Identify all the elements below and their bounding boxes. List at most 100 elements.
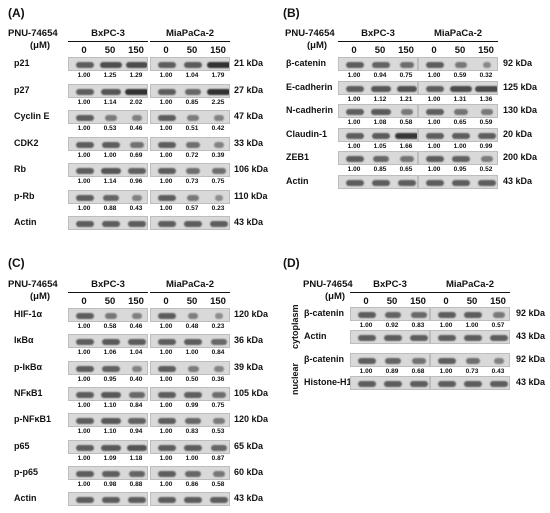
blot-band	[426, 85, 444, 92]
blot-strip	[150, 136, 230, 151]
quant-value: 1.00	[77, 454, 91, 462]
blot-band	[158, 141, 176, 148]
quant-value: 1.00	[159, 204, 173, 212]
blot-strip	[68, 360, 148, 375]
blot-band	[100, 62, 122, 68]
kda-label: 36 kDa	[234, 335, 264, 346]
blot-strip	[68, 413, 148, 428]
dose-label: 0	[443, 296, 449, 307]
compound-name: PNU-74654	[8, 279, 58, 290]
blot-band	[158, 62, 176, 68]
blot-strip	[150, 216, 230, 230]
blot-band	[128, 497, 146, 504]
blot-band	[426, 109, 444, 115]
blot-band	[212, 470, 226, 477]
quant-value: 1.14	[103, 178, 117, 185]
blot-strip	[150, 163, 230, 177]
quant-value: 0.48	[185, 323, 199, 330]
quant-value: 2.25	[211, 98, 225, 106]
quant-value: 0.85	[185, 98, 199, 106]
blot-band	[454, 109, 468, 115]
blot-strip	[150, 308, 230, 322]
dose-label: 150	[398, 45, 414, 56]
quant-value: 0.98	[103, 480, 117, 488]
blot-band	[102, 221, 120, 227]
cell-line-underline	[418, 41, 498, 42]
quant-value: 1.10	[103, 428, 117, 436]
quant-value: 0.88	[129, 480, 143, 488]
cell-line-underline	[150, 292, 230, 293]
cell-line-label: MiaPaCa-2	[165, 28, 215, 39]
dose-label: 0	[351, 45, 357, 56]
blot-band	[475, 85, 497, 92]
blot-strip	[430, 353, 510, 367]
blot-strip	[430, 376, 510, 390]
protein-name: ZEB1	[286, 152, 310, 162]
quant-value: 1.00	[159, 401, 173, 409]
blot-strip	[68, 308, 148, 322]
kda-label: 39 kDa	[234, 361, 264, 372]
quant-value: 0.69	[129, 151, 143, 159]
kda-label: 27 kDa	[234, 84, 264, 95]
blot-strip	[350, 353, 430, 367]
blot-strip	[350, 307, 430, 321]
blot-band	[210, 444, 228, 451]
blot-band	[398, 179, 416, 186]
dose-label: 150	[410, 296, 426, 307]
blot-band	[105, 115, 117, 121]
blot-strip	[418, 151, 498, 165]
quant-value: 0.36	[211, 375, 225, 383]
kda-label: 92 kDa	[516, 308, 546, 318]
blot-band	[452, 156, 470, 162]
blot-strip	[68, 136, 148, 151]
blot-strip	[350, 330, 430, 344]
blot-band	[184, 339, 202, 346]
kda-label: 47 kDa	[234, 111, 264, 121]
quant-value: 1.00	[159, 178, 173, 185]
blot-band	[185, 168, 201, 174]
quant-value: 1.00	[103, 151, 117, 159]
quant-value: 0.89	[385, 368, 399, 375]
blot-band	[482, 62, 492, 68]
blot-band	[101, 339, 121, 346]
blot-band	[478, 132, 496, 139]
quant-value: 1.12	[373, 95, 387, 103]
blot-band	[101, 168, 121, 174]
quant-value: 1.00	[77, 375, 91, 383]
quant-value: 1.00	[77, 349, 91, 357]
blot-strip	[68, 439, 148, 454]
quant-value: 0.46	[129, 125, 143, 132]
dose-unit: (μM)	[325, 291, 346, 302]
quant-value: 1.25	[103, 72, 117, 79]
blot-band	[76, 418, 94, 425]
quant-value: 0.23	[211, 323, 225, 330]
dose-label: 50	[466, 296, 478, 307]
blot-band	[346, 179, 364, 186]
blot-strip	[418, 57, 498, 71]
quant-value: 0.39	[211, 151, 225, 159]
blot-band	[358, 335, 376, 341]
dose-label: 0	[81, 296, 87, 307]
dose-label: 0	[363, 296, 369, 307]
blot-strip	[150, 83, 230, 98]
blot-band	[76, 313, 94, 319]
quant-value: 0.65	[399, 166, 413, 173]
quant-value: 0.40	[129, 375, 143, 383]
blot-band	[384, 358, 402, 364]
blot-strip	[68, 492, 148, 507]
quant-value: 0.42	[211, 125, 225, 132]
quant-value: 1.79	[211, 72, 225, 79]
quant-value: 0.84	[211, 349, 225, 357]
quant-value: 0.83	[411, 322, 425, 329]
blot-band	[102, 194, 120, 201]
cell-line-underline	[430, 292, 510, 293]
cell-line-underline	[150, 41, 230, 42]
blot-band	[214, 141, 224, 148]
blot-band	[207, 62, 229, 68]
quant-value: 1.00	[77, 125, 91, 132]
quant-value: 0.73	[185, 178, 199, 185]
quant-value: 0.58	[399, 119, 413, 126]
quant-value: 1.36	[479, 95, 493, 103]
blot-strip	[338, 151, 418, 165]
dose-unit: (μM)	[30, 291, 51, 302]
